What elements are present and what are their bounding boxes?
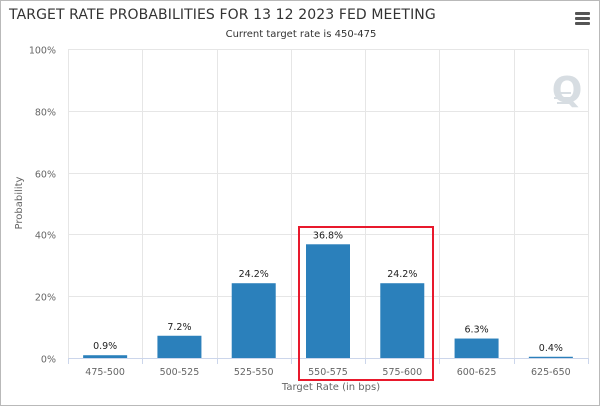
data-label: 0.4%	[539, 343, 563, 354]
y-tick-label: 0%	[41, 355, 56, 366]
data-label: 6.3%	[465, 325, 489, 336]
bar-475-500[interactable]	[83, 355, 128, 358]
bar-550-575[interactable]	[306, 244, 350, 358]
x-tick-label: 500-525	[160, 367, 200, 378]
bar-525-550[interactable]	[231, 283, 276, 358]
x-tick-label: 575-600	[382, 367, 422, 378]
y-tick-label: 60%	[35, 170, 56, 181]
x-axis-title: Target Rate (in bps)	[281, 382, 380, 393]
x-tick-label: 625-650	[531, 367, 571, 378]
chart-title: TARGET RATE PROBABILITIES FOR 13 12 2023…	[9, 7, 436, 23]
data-labels-group: 0.9% 7.2% 24.2% 36.8% 24.2% 6.3% 0.4%	[93, 230, 563, 353]
highlight-box	[298, 226, 434, 381]
data-label: 7.2%	[167, 322, 191, 333]
x-tick-label: 550-575	[308, 367, 348, 378]
y-tick-label: 20%	[35, 293, 56, 304]
y-axis-title: Probability	[14, 176, 25, 229]
x-tick-label: 525-550	[234, 367, 274, 378]
hamburger-menu-icon[interactable]	[575, 12, 591, 26]
y-tick-label: 80%	[35, 108, 56, 119]
x-tick-label: 600-625	[457, 367, 497, 378]
x-tick-label: 475-500	[85, 367, 125, 378]
watermark-logo: Q	[552, 70, 583, 111]
x-axis: 475-500 500-525 525-550 550-575 575-600 600-6…	[68, 358, 589, 378]
y-tick-label: 40%	[35, 231, 56, 242]
y-axis: 0% 20% 40% 60% 80% 100%	[29, 46, 56, 366]
data-label: 36.8%	[313, 230, 343, 241]
bar-575-600[interactable]	[380, 283, 425, 358]
y-tick-label: 100%	[29, 46, 56, 57]
data-label: 0.9%	[93, 341, 117, 352]
chart-subtitle: Current target rate is 450-475	[225, 29, 377, 40]
bars-group	[83, 244, 573, 358]
data-label: 24.2%	[239, 269, 269, 280]
bar-500-525[interactable]	[157, 335, 202, 358]
bar-625-650[interactable]	[528, 356, 573, 358]
bar-600-625[interactable]	[454, 338, 499, 358]
watermark-text: Q	[552, 70, 583, 111]
data-label: 24.2%	[387, 269, 417, 280]
